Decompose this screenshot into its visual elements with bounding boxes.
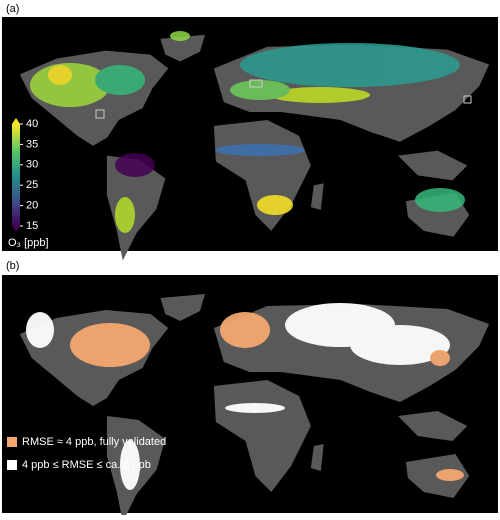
colorbar-ramp [12, 124, 20, 226]
colorbar-label: O₃ [ppb] [8, 237, 49, 249]
legend-label: RMSE ≈ 4 ppb, fully validated [22, 436, 166, 448]
colorbar-tick-label: 40 [26, 118, 38, 130]
colorbar-extend [12, 226, 20, 232]
panel-label: (b) [6, 260, 19, 272]
legend: RMSE ≈ 4 ppb, fully validated 4 ppb ≤ RMS… [7, 436, 166, 471]
colorbar-extend [12, 118, 20, 124]
panel-label: (a) [6, 3, 19, 15]
validation-field [26, 303, 464, 490]
legend-swatch [7, 437, 17, 447]
site-box [95, 109, 105, 119]
colorbar-tick-label: 30 [26, 159, 38, 171]
site-box [463, 95, 472, 104]
ozone-field [30, 31, 465, 233]
colorbar-tick-label: 20 [26, 200, 38, 212]
colorbar: 15 20 25 30 35 40 O₃ [ppb] [8, 118, 49, 249]
legend-swatch [7, 460, 17, 470]
colorbar-tick-label: 15 [26, 220, 38, 232]
colorbar-tick-label: 35 [26, 138, 38, 150]
legend-label: 4 ppb ≤ RMSE ≤ ca. 5 ppb [22, 459, 151, 471]
colorbar-tick-label: 25 [26, 179, 38, 191]
site-box [249, 79, 263, 88]
